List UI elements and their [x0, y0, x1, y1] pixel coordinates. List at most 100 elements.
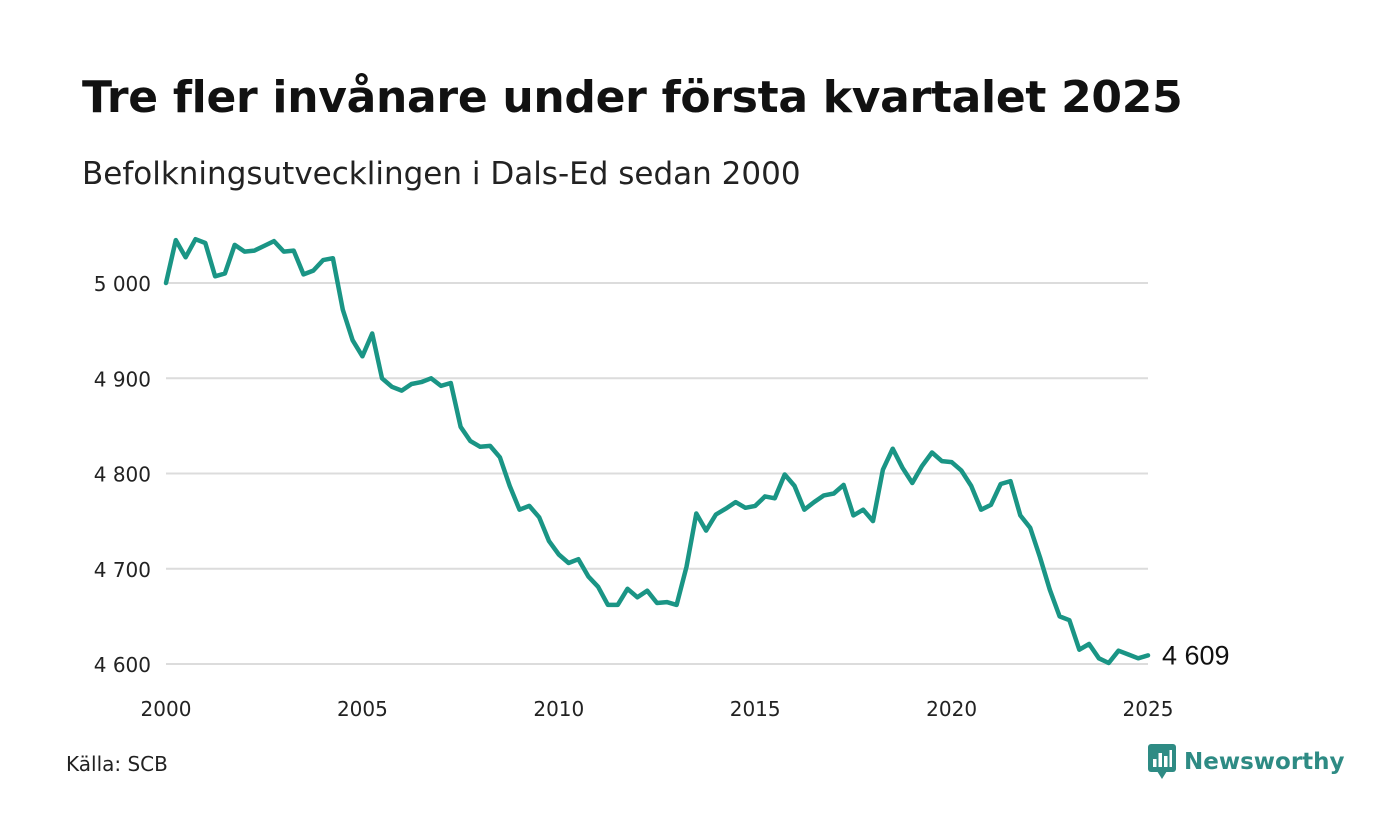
data-point [675, 603, 679, 607]
data-point [302, 272, 306, 276]
data-point [282, 250, 286, 254]
data-point [1087, 642, 1091, 646]
data-point [164, 281, 168, 285]
x-tick-label: 2010 [533, 697, 584, 721]
y-axis-tick-labels: 4 600 4 700 4 800 4 900 5 000 [94, 272, 151, 677]
data-point [871, 519, 875, 523]
data-point [537, 515, 541, 519]
data-point [1018, 513, 1022, 517]
brand-name: Newsworthy [1184, 749, 1345, 775]
data-point [1107, 661, 1111, 665]
data-point [812, 500, 816, 504]
end-label-layer: 4 609 [1162, 640, 1230, 670]
data-point [243, 250, 247, 254]
y-tick-label: 4 600 [94, 653, 151, 677]
data-point [272, 239, 276, 243]
data-point [380, 376, 384, 380]
data-point [586, 574, 590, 578]
data-point [429, 376, 433, 380]
x-tick-label: 2025 [1123, 697, 1174, 721]
y-tick-label: 5 000 [94, 272, 151, 296]
data-point [262, 244, 266, 248]
series-line [163, 236, 1151, 666]
data-point [842, 483, 846, 487]
y-tick-label: 4 900 [94, 367, 151, 391]
data-point [390, 385, 394, 389]
y-tick-label: 4 700 [94, 558, 151, 582]
data-point [969, 484, 973, 488]
data-point [704, 529, 708, 533]
data-point [793, 484, 797, 488]
data-point [999, 482, 1003, 486]
brand-logo: Newsworthy [1148, 744, 1345, 780]
data-point [557, 553, 561, 557]
data-point [488, 444, 492, 448]
data-point [252, 249, 256, 253]
gridlines [166, 282, 1148, 665]
data-point [400, 389, 404, 393]
data-point [1028, 526, 1032, 530]
data-point [223, 272, 227, 276]
data-point [1067, 618, 1071, 622]
data-point [468, 439, 472, 443]
x-tick-label: 2005 [337, 697, 388, 721]
data-point [449, 381, 453, 385]
data-point [360, 354, 364, 358]
x-tick-label: 2020 [926, 697, 977, 721]
chart-subtitle: Befolkningsutvecklingen i Dals-Ed sedan … [82, 156, 801, 192]
data-point [910, 481, 914, 485]
data-point [773, 496, 777, 500]
data-point [370, 332, 374, 336]
data-point [920, 464, 924, 468]
data-point [567, 561, 571, 565]
data-point [547, 539, 551, 543]
source-note: Källa: SCB [66, 752, 168, 776]
data-point [724, 507, 728, 511]
data-point [881, 468, 885, 472]
data-point [851, 513, 855, 517]
data-point [832, 492, 836, 496]
data-point [626, 587, 630, 591]
data-point [1136, 656, 1140, 660]
data-point [616, 603, 620, 607]
data-point [635, 595, 639, 599]
end-value-label: 4 609 [1162, 640, 1230, 670]
data-point [645, 589, 649, 593]
data-point [331, 256, 335, 260]
data-point [655, 601, 659, 605]
data-point [292, 249, 296, 253]
y-tick-label: 4 800 [94, 463, 151, 487]
data-point [734, 500, 738, 504]
data-point [174, 238, 178, 242]
data-point [419, 380, 423, 384]
data-point [351, 338, 355, 342]
data-point [1077, 648, 1081, 652]
data-point [478, 445, 482, 449]
data-point [714, 513, 718, 517]
data-point [596, 585, 600, 589]
data-point [498, 455, 502, 459]
data-point [194, 237, 198, 241]
data-point [341, 308, 345, 312]
data-point [508, 484, 512, 488]
data-point [233, 243, 237, 247]
data-point [763, 494, 767, 498]
data-point [891, 447, 895, 451]
data-point [1097, 656, 1101, 660]
data-point [685, 565, 689, 569]
x-tick-label: 2000 [141, 697, 192, 721]
data-point [783, 473, 787, 477]
data-point [979, 508, 983, 512]
data-point [1117, 649, 1121, 653]
data-point [184, 255, 188, 259]
data-point [861, 508, 865, 512]
chart-title: Tre fler invånare under första kvartalet… [82, 72, 1183, 123]
bar-chart-speech-icon [1148, 744, 1176, 779]
series-layer [163, 236, 1151, 666]
data-point [410, 382, 414, 386]
data-point [1058, 614, 1062, 618]
data-point [1048, 588, 1052, 592]
data-point [959, 469, 963, 473]
data-point [665, 600, 669, 604]
